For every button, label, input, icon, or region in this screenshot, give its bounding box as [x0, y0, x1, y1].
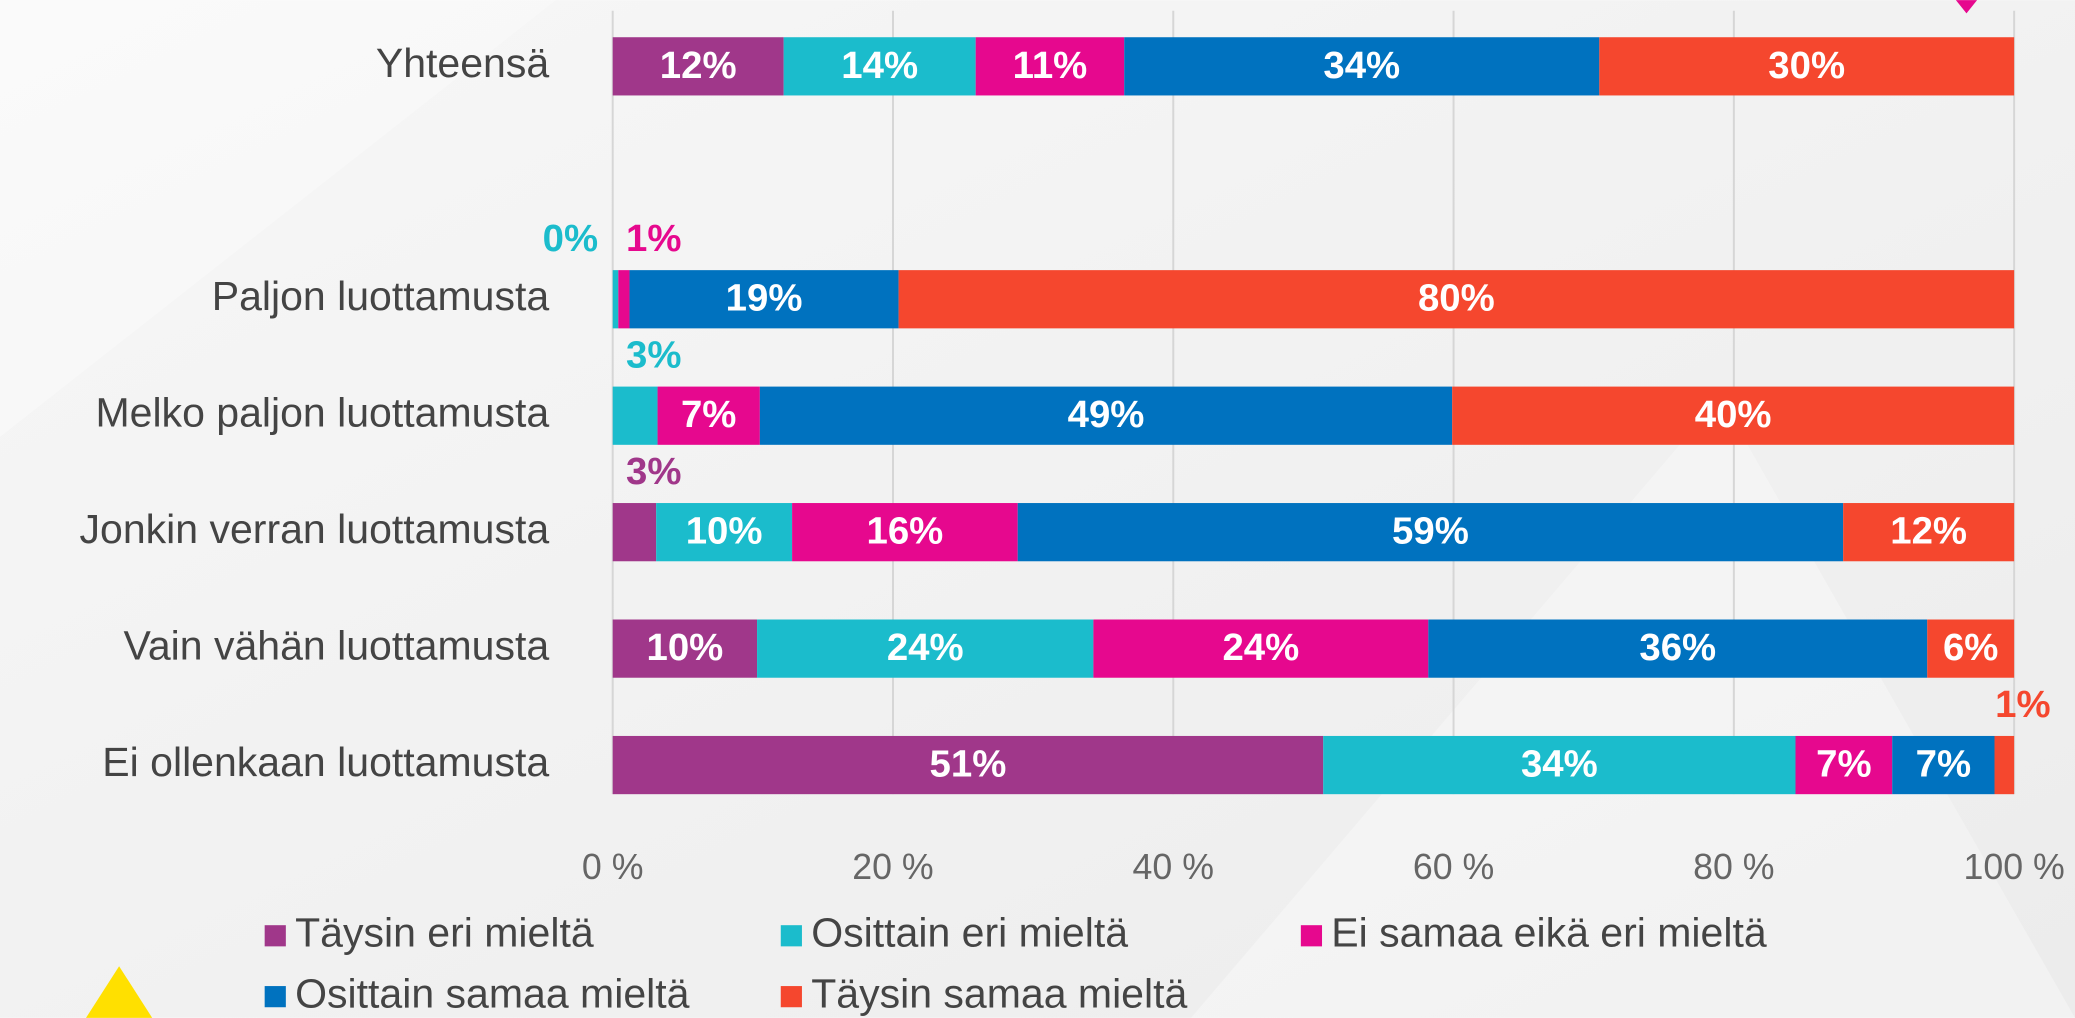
legend-label: Osittain samaa mieltä	[295, 970, 690, 1016]
legend-swatch	[265, 986, 286, 1007]
value-label: 12%	[660, 44, 737, 87]
chart: 0 % 20 % 40 % 60 % 80 % 100 % Yhteensä 12% 14% 11…	[0, 0, 2075, 1018]
category-label: Ei ollenkaan luottamusta	[102, 739, 549, 785]
bar-segment	[618, 270, 629, 328]
value-label: 34%	[1521, 743, 1598, 786]
bar-segment	[1995, 736, 2015, 794]
category-label: Vain vähän luottamusta	[124, 622, 550, 668]
category-label: Jonkin verran luottamusta	[80, 506, 550, 552]
legend-swatch	[1301, 925, 1322, 946]
value-label: 49%	[1068, 393, 1145, 436]
value-label: 16%	[867, 510, 944, 553]
value-label: 1%	[1995, 683, 2050, 726]
value-label: 6%	[1943, 626, 1998, 669]
category-label: Yhteensä	[376, 40, 550, 86]
legend-swatch	[781, 925, 802, 946]
value-label: 10%	[686, 510, 763, 553]
value-label: 7%	[681, 393, 736, 436]
x-tick-label: 80 %	[1693, 847, 1774, 887]
legend-label: Ei samaa eikä eri mieltä	[1331, 910, 1767, 956]
category-label: Melko paljon luottamusta	[95, 390, 549, 436]
value-label: 12%	[1890, 510, 1967, 553]
value-label: 3%	[626, 450, 681, 493]
value-label: 14%	[841, 44, 918, 87]
bar-segment	[613, 270, 619, 328]
legend-label: Osittain eri mieltä	[811, 910, 1128, 956]
x-tick-label: 0 %	[582, 847, 644, 887]
value-label: 51%	[930, 743, 1007, 786]
bar-segment	[613, 503, 656, 561]
legend-swatch	[781, 986, 802, 1007]
value-label: 10%	[646, 626, 723, 669]
value-label: 40%	[1695, 393, 1772, 436]
value-label: 59%	[1392, 510, 1469, 553]
x-tick-label: 20 %	[852, 847, 933, 887]
x-tick-label: 60 %	[1413, 847, 1494, 887]
legend-label: Täysin eri mieltä	[295, 910, 594, 956]
value-label: 0%	[543, 217, 598, 260]
value-label: 24%	[887, 626, 964, 669]
value-label: 34%	[1323, 44, 1400, 87]
value-label: 11%	[1013, 44, 1088, 87]
value-label: 3%	[626, 334, 681, 377]
value-label: 1%	[626, 217, 681, 260]
value-label: 30%	[1768, 44, 1845, 87]
x-tick-label: 40 %	[1133, 847, 1214, 887]
value-label: 24%	[1222, 626, 1299, 669]
value-label: 7%	[1916, 743, 1971, 786]
bar-segment	[613, 387, 658, 445]
value-label: 80%	[1418, 277, 1495, 320]
legend-swatch	[265, 925, 286, 946]
value-label: 36%	[1639, 626, 1716, 669]
category-label: Paljon luottamusta	[212, 273, 550, 319]
value-label: 7%	[1816, 743, 1871, 786]
legend-label: Täysin samaa mieltä	[811, 970, 1187, 1016]
value-label: 19%	[726, 277, 803, 320]
x-tick-label: 100 %	[1963, 847, 2064, 887]
